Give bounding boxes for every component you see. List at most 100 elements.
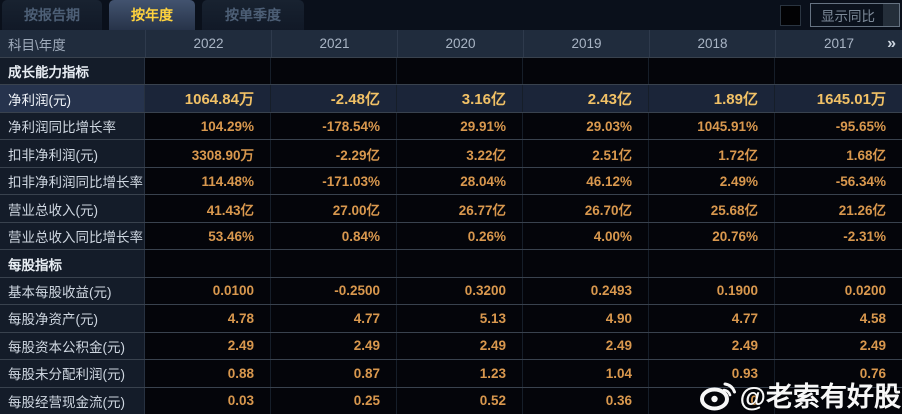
cell-value: 5.13 [397, 305, 523, 332]
row-label: 成长能力指标 [0, 58, 145, 85]
cell-value: 26.70亿 [523, 195, 649, 222]
year-header-2018[interactable]: 2018 [649, 30, 775, 57]
table-body: 成长能力指标 净利润(元) 1064.84万 -2.48亿 3.16亿 2.43… [0, 57, 902, 414]
cell-value: 0.03 [145, 387, 271, 414]
more-years-chevron-icon[interactable]: » [887, 34, 896, 52]
table-row[interactable]: 每股指标 [0, 249, 902, 277]
cell-value: 4.77 [271, 305, 397, 332]
row-label: 扣非净利润(元) [0, 140, 145, 167]
cell-value [775, 58, 902, 85]
cell-value [649, 58, 775, 85]
cell-value: 4.58 [775, 305, 902, 332]
cell-value [775, 387, 902, 414]
cell-value: 1.89亿 [649, 85, 775, 112]
cell-value: -0.2500 [271, 277, 397, 305]
table-row[interactable]: 基本每股收益(元) 0.0100 -0.2500 0.3200 0.2493 0… [0, 276, 902, 305]
cell-value: 0.88 [145, 360, 271, 387]
cell-value: -171.03% [271, 167, 397, 195]
cell-value: 3.16亿 [397, 85, 523, 112]
cell-value: 20.76% [649, 222, 775, 250]
cell-value [649, 250, 775, 277]
cell-value: 2.51亿 [523, 140, 649, 167]
cell-value [775, 250, 902, 277]
show-yoy-checkbox[interactable] [780, 4, 801, 26]
cell-value [523, 250, 649, 277]
row-label: 扣非净利润同比增长率 [0, 167, 145, 195]
cell-value: 4.77 [649, 305, 775, 332]
cell-value: 0.52 [397, 387, 523, 414]
row-label: 每股净资产(元) [0, 305, 145, 332]
row-label: 净利润同比增长率 [0, 112, 145, 140]
cell-value: 2.49 [397, 332, 523, 360]
cell-value [145, 250, 271, 277]
year-header-2017[interactable]: 2017 » [775, 30, 902, 57]
table-row[interactable]: 每股资本公积金(元) 2.49 2.49 2.49 2.49 2.49 2.49 [0, 331, 902, 360]
cell-value: 1.68亿 [775, 140, 902, 167]
cell-value: 104.29% [145, 112, 271, 140]
cell-value: 4.00% [523, 222, 649, 250]
cell-value: 0.87 [271, 360, 397, 387]
tab-annual[interactable]: 按年度 [109, 0, 195, 30]
corner-header: 科目\年度 [8, 37, 66, 53]
cell-value: -2.31% [775, 222, 902, 250]
year-header-2020[interactable]: 2020 [397, 30, 523, 57]
year-header-2021[interactable]: 2021 [271, 30, 397, 57]
cell-value: 53.46% [145, 222, 271, 250]
year-header-2017-label: 2017 [823, 36, 855, 51]
cell-value: 1.04 [523, 360, 649, 387]
cell-value: 1.23 [397, 360, 523, 387]
cell-value: -95.65% [775, 112, 902, 140]
year-header-2022[interactable]: 2022 [145, 30, 271, 57]
table-row[interactable]: 每股经营现金流(元) 0.03 0.25 0.52 0.36 0 [0, 386, 902, 414]
cell-value: 4.78 [145, 305, 271, 332]
cell-value: 1645.01万 [775, 85, 902, 112]
row-label: 营业总收入(元) [0, 195, 145, 222]
table-row[interactable]: 每股未分配利润(元) 0.88 0.87 1.23 1.04 0.93 0.76 [0, 359, 902, 387]
cell-value: -56.34% [775, 167, 902, 195]
row-label: 每股资本公积金(元) [0, 332, 145, 360]
table-row[interactable]: 每股净资产(元) 4.78 4.77 5.13 4.90 4.77 4.58 [0, 304, 902, 332]
table-row[interactable]: 净利润同比增长率 104.29% -178.54% 29.91% 29.03% … [0, 111, 902, 140]
table-header-row: 科目\年度 2022 2021 2020 2019 2018 2017 » [0, 30, 902, 57]
year-header-2019[interactable]: 2019 [523, 30, 649, 57]
tab-single-quarter[interactable]: 按单季度 [202, 0, 304, 30]
cell-value: 29.03% [523, 112, 649, 140]
cell-value: -2.48亿 [271, 85, 397, 112]
cell-value: 2.49 [271, 332, 397, 360]
cell-value: -2.29亿 [271, 140, 397, 167]
table-row[interactable]: 成长能力指标 [0, 57, 902, 85]
table-row[interactable]: 净利润(元) 1064.84万 -2.48亿 3.16亿 2.43亿 1.89亿… [0, 84, 902, 112]
row-label: 营业总收入同比增长率 [0, 222, 145, 250]
show-yoy-toggle[interactable]: 显示同比 [810, 3, 900, 27]
table-row[interactable]: 营业总收入同比增长率 53.46% 0.84% 0.26% 4.00% 20.7… [0, 221, 902, 250]
cell-value: 27.00亿 [271, 195, 397, 222]
cell-value: 21.26亿 [775, 195, 902, 222]
header-controls: 显示同比 [780, 0, 902, 30]
row-label: 每股指标 [0, 250, 145, 277]
cell-value: 0.84% [271, 222, 397, 250]
cell-value: 2.49 [775, 332, 902, 360]
table-row[interactable]: 扣非净利润同比增长率 114.48% -171.03% 28.04% 46.12… [0, 166, 902, 195]
table-row[interactable]: 扣非净利润(元) 3308.90万 -2.29亿 3.22亿 2.51亿 1.7… [0, 139, 902, 167]
cell-value: 0.36 [523, 387, 649, 414]
tab-report-period[interactable]: 按报告期 [2, 0, 102, 30]
cell-value: 0.25 [271, 387, 397, 414]
cell-value [145, 58, 271, 85]
table-row[interactable]: 营业总收入(元) 41.43亿 27.00亿 26.77亿 26.70亿 25.… [0, 194, 902, 222]
cell-value [271, 250, 397, 277]
cell-value: 29.91% [397, 112, 523, 140]
metrics-table: 科目\年度 2022 2021 2020 2019 2018 2017 » 成长… [0, 30, 902, 414]
cell-value: 3.22亿 [397, 140, 523, 167]
row-label: 净利润(元) [0, 85, 145, 112]
cell-value: 2.49 [649, 332, 775, 360]
cell-value [271, 58, 397, 85]
cell-value: 0.2493 [523, 277, 649, 305]
cell-value: 2.49 [523, 332, 649, 360]
cell-value: 0.93 [649, 360, 775, 387]
cell-value: 3308.90万 [145, 140, 271, 167]
cell-value: 0.76 [775, 360, 902, 387]
cell-value [397, 58, 523, 85]
cell-value [523, 58, 649, 85]
cell-value: 41.43亿 [145, 195, 271, 222]
